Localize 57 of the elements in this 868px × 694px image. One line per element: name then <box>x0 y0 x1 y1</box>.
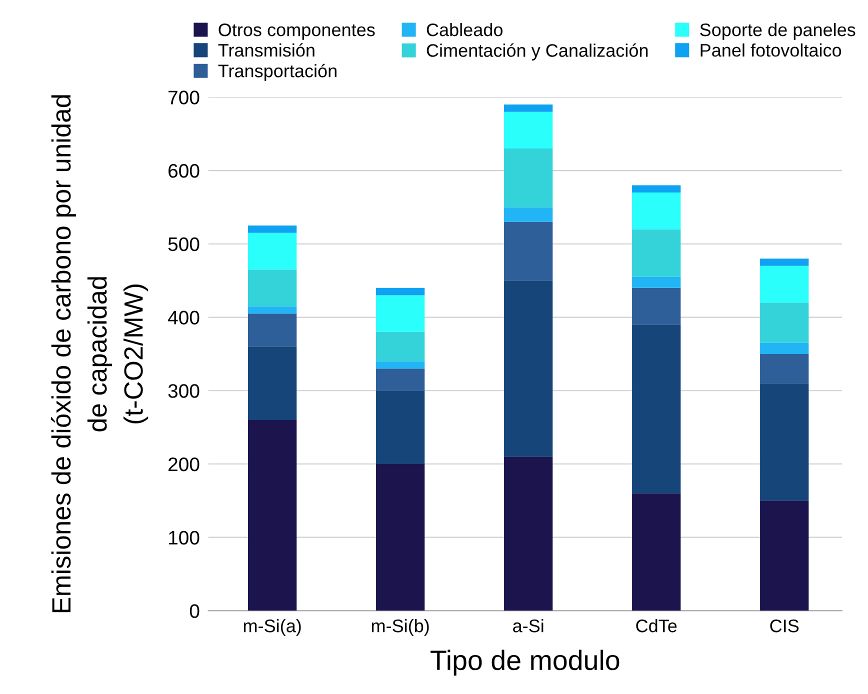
y-tick-label: 400 <box>168 310 200 324</box>
bar <box>248 420 297 611</box>
bar <box>632 324 681 494</box>
x-tick-label: m-Si(a) <box>244 619 301 636</box>
bar <box>504 222 553 281</box>
bar <box>376 464 425 611</box>
bar <box>632 288 681 325</box>
bar <box>504 207 553 222</box>
bar <box>504 456 553 611</box>
bar <box>632 229 681 277</box>
y-axis-title: Emisiones de dióxido de carbono por unidad de capacidad (t-CO2/MW) <box>51 95 148 612</box>
x-tick-label: CdTe <box>636 619 677 632</box>
x-tick-label: m-Si(b) <box>372 619 429 636</box>
legend-label: Cimentación y Canalización <box>426 43 648 60</box>
y-tick-label: 200 <box>168 457 200 472</box>
x-tick-label: a-Si <box>513 619 544 632</box>
y-tick-label: 0 <box>190 604 200 618</box>
bar <box>760 500 809 611</box>
x-axis-title: Tipo de modulo <box>430 650 620 676</box>
bar <box>376 361 425 369</box>
bar <box>760 383 809 501</box>
bar <box>376 288 425 296</box>
bar <box>376 295 425 332</box>
y-tick-label: 100 <box>169 530 200 545</box>
bar <box>248 270 297 306</box>
bar <box>376 368 425 391</box>
bar <box>248 306 297 314</box>
bar <box>632 493 681 611</box>
y-tick-label: 300 <box>168 384 200 398</box>
bar <box>376 390 425 464</box>
bar <box>760 342 809 354</box>
bar <box>632 185 681 193</box>
bar <box>248 226 297 233</box>
bar <box>760 258 809 266</box>
x-tick-label: CIS <box>770 620 799 632</box>
y-tick-label: 700 <box>168 90 200 104</box>
y-tick-label: 500 <box>168 237 200 252</box>
bar <box>760 266 809 303</box>
bar <box>632 276 681 288</box>
bar <box>504 104 553 112</box>
legend-label: Cableado <box>426 22 503 36</box>
bar <box>248 232 297 270</box>
bar <box>248 346 297 420</box>
legend-label: Panel fotovoltaico <box>700 43 842 57</box>
bar <box>760 354 809 384</box>
y-tick-label: 600 <box>168 164 200 178</box>
bar <box>376 332 425 362</box>
legend-label: Transmisión <box>218 43 314 57</box>
bar <box>504 148 553 208</box>
legend-label: Soporte de paneles <box>700 22 856 40</box>
bar <box>632 192 681 230</box>
bar <box>504 112 553 149</box>
bar <box>504 280 553 457</box>
bar <box>248 314 297 347</box>
legend-label: Otros componentes <box>218 23 375 40</box>
legend-label: Transportación <box>218 64 336 81</box>
bar <box>760 302 809 343</box>
